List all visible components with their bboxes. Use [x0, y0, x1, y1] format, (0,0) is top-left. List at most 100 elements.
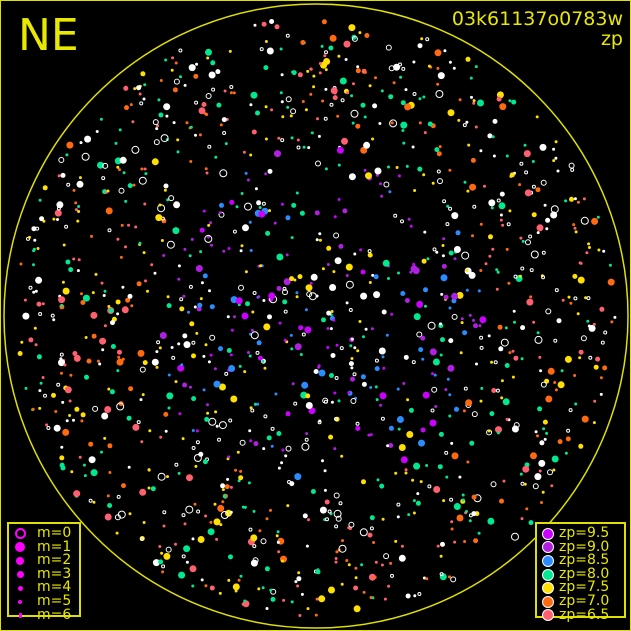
star-marker — [301, 381, 309, 389]
star-marker — [157, 98, 161, 102]
star-marker — [241, 505, 245, 509]
star-marker — [333, 232, 340, 239]
star-marker — [409, 224, 413, 228]
star-marker — [239, 574, 243, 578]
star-marker — [128, 512, 132, 516]
star-marker — [365, 172, 372, 180]
star-marker — [545, 308, 552, 315]
star-marker — [179, 297, 184, 302]
star-marker — [437, 178, 443, 185]
star-marker — [578, 356, 582, 360]
star-marker — [270, 426, 275, 431]
star-marker — [268, 292, 276, 300]
star-marker — [230, 395, 238, 403]
star-marker — [387, 584, 391, 588]
star-marker — [458, 475, 462, 479]
star-marker — [439, 572, 444, 577]
star-marker — [417, 592, 422, 596]
star-marker — [572, 223, 576, 227]
star-marker — [545, 217, 551, 223]
star-marker — [587, 324, 591, 328]
star-marker — [451, 313, 458, 320]
star-marker — [318, 419, 322, 423]
star-marker — [74, 201, 78, 205]
star-marker — [207, 528, 215, 536]
star-marker — [528, 520, 534, 526]
star-marker — [88, 456, 96, 464]
star-marker — [317, 364, 321, 368]
star-marker — [534, 335, 543, 344]
star-marker — [349, 344, 353, 348]
star-marker — [171, 56, 175, 60]
star-marker — [28, 337, 34, 343]
star-marker — [177, 342, 181, 346]
star-marker — [205, 171, 209, 175]
star-marker — [315, 569, 321, 575]
star-marker — [191, 353, 196, 359]
star-marker — [422, 95, 426, 99]
star-marker — [473, 538, 479, 544]
star-marker — [299, 353, 303, 356]
star-marker — [378, 122, 382, 125]
star-marker — [38, 389, 42, 393]
star-marker — [400, 456, 408, 464]
star-marker — [226, 315, 230, 319]
star-marker — [229, 85, 234, 89]
star-marker — [181, 513, 186, 518]
star-marker — [244, 171, 248, 175]
star-marker — [80, 419, 84, 423]
star-marker — [42, 185, 48, 191]
star-marker — [99, 117, 103, 121]
star-marker — [183, 247, 187, 251]
star-marker — [249, 439, 253, 443]
star-marker — [422, 391, 430, 399]
star-marker — [237, 578, 241, 582]
star-marker — [305, 544, 309, 548]
star-marker — [529, 268, 534, 273]
star-marker — [578, 261, 582, 265]
star-marker — [471, 234, 474, 238]
star-marker — [361, 479, 366, 485]
star-marker — [320, 44, 324, 48]
star-marker — [219, 123, 223, 127]
star-marker — [418, 439, 425, 447]
star-marker — [193, 73, 199, 79]
legend-item-m0: m=0 — [9, 526, 79, 541]
star-marker — [155, 214, 163, 222]
star-marker — [416, 300, 424, 308]
star-marker — [545, 431, 549, 435]
star-marker — [547, 469, 553, 476]
star-marker — [375, 398, 379, 402]
star-marker — [315, 238, 319, 242]
star-marker — [439, 573, 447, 581]
star-marker — [164, 58, 168, 62]
star-marker — [498, 202, 506, 210]
star-marker — [323, 54, 327, 58]
star-marker — [290, 236, 294, 240]
star-marker — [388, 443, 394, 448]
star-marker — [342, 208, 348, 214]
star-marker — [214, 155, 218, 159]
star-marker — [211, 87, 216, 92]
star-marker — [545, 227, 549, 231]
star-marker — [240, 192, 244, 195]
star-marker — [506, 222, 511, 227]
star-marker — [72, 351, 78, 356]
star-marker — [531, 212, 537, 218]
star-marker — [191, 446, 196, 450]
star-marker — [185, 505, 194, 514]
star-marker — [136, 420, 141, 425]
magnitude-marker — [18, 599, 22, 604]
star-marker — [253, 402, 257, 406]
star-marker — [215, 424, 219, 428]
star-marker — [248, 429, 252, 433]
star-marker — [195, 429, 199, 433]
star-marker — [177, 264, 181, 268]
star-marker — [462, 123, 467, 128]
star-marker — [343, 40, 351, 48]
star-marker — [592, 421, 596, 425]
star-marker — [360, 102, 366, 108]
star-marker — [243, 599, 247, 603]
star-marker — [62, 243, 66, 247]
star-marker — [573, 296, 578, 301]
